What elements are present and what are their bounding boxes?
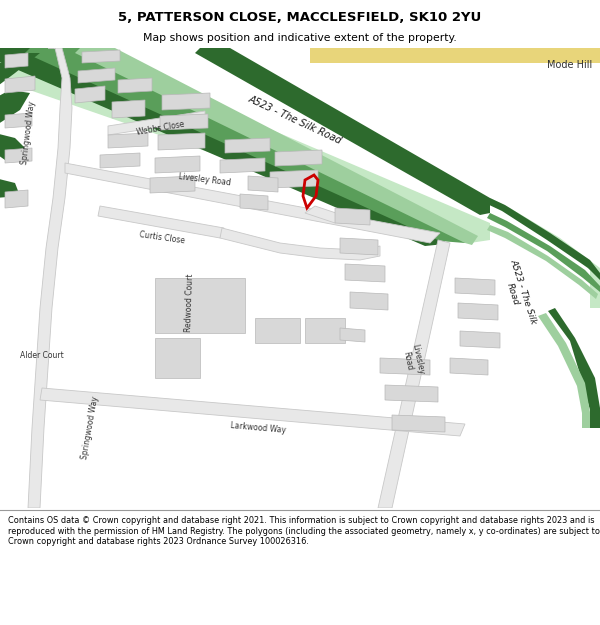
- Polygon shape: [225, 138, 270, 153]
- Text: Curtis Close: Curtis Close: [139, 231, 185, 246]
- Polygon shape: [345, 264, 385, 282]
- Polygon shape: [310, 48, 600, 63]
- Polygon shape: [392, 415, 445, 432]
- Polygon shape: [450, 358, 488, 375]
- Polygon shape: [162, 93, 210, 110]
- Polygon shape: [5, 76, 35, 93]
- Polygon shape: [485, 198, 600, 280]
- Polygon shape: [350, 292, 388, 310]
- Polygon shape: [75, 48, 478, 245]
- Polygon shape: [270, 170, 318, 188]
- Polygon shape: [0, 48, 445, 246]
- Polygon shape: [548, 308, 600, 428]
- Polygon shape: [305, 206, 345, 223]
- Polygon shape: [118, 78, 152, 93]
- Polygon shape: [460, 331, 500, 348]
- Polygon shape: [150, 176, 195, 193]
- Text: Livesley
Road: Livesley Road: [400, 343, 426, 377]
- Text: Contains OS data © Crown copyright and database right 2021. This information is : Contains OS data © Crown copyright and d…: [8, 516, 600, 546]
- Polygon shape: [65, 163, 440, 243]
- Polygon shape: [0, 178, 20, 198]
- Polygon shape: [220, 228, 380, 260]
- Text: Springwood Way: Springwood Way: [20, 101, 37, 165]
- Polygon shape: [28, 48, 72, 508]
- Polygon shape: [25, 48, 470, 243]
- Polygon shape: [335, 208, 370, 225]
- Polygon shape: [108, 133, 148, 148]
- Text: Webbs Close: Webbs Close: [136, 119, 185, 137]
- Text: Map shows position and indicative extent of the property.: Map shows position and indicative extent…: [143, 32, 457, 43]
- Text: Redwood Court: Redwood Court: [184, 274, 196, 332]
- Text: Mode Hill: Mode Hill: [547, 60, 593, 70]
- Text: 5, PATTERSON CLOSE, MACCLESFIELD, SK10 2YU: 5, PATTERSON CLOSE, MACCLESFIELD, SK10 2…: [118, 11, 482, 24]
- Polygon shape: [158, 133, 205, 150]
- Polygon shape: [385, 385, 438, 402]
- Polygon shape: [458, 303, 498, 320]
- Text: Livesley Road: Livesley Road: [178, 173, 232, 188]
- Polygon shape: [248, 176, 278, 192]
- Polygon shape: [378, 240, 450, 508]
- Polygon shape: [305, 318, 345, 343]
- Polygon shape: [487, 213, 600, 292]
- Polygon shape: [5, 53, 28, 68]
- Polygon shape: [155, 156, 200, 173]
- Polygon shape: [160, 114, 208, 130]
- Text: Larkwood Way: Larkwood Way: [230, 421, 286, 435]
- Polygon shape: [0, 48, 20, 56]
- Polygon shape: [5, 113, 32, 128]
- Polygon shape: [108, 111, 205, 135]
- Polygon shape: [75, 86, 105, 103]
- Polygon shape: [275, 150, 322, 166]
- Polygon shape: [98, 206, 224, 238]
- Polygon shape: [240, 194, 268, 210]
- Polygon shape: [78, 68, 115, 83]
- Polygon shape: [0, 90, 30, 126]
- Polygon shape: [112, 100, 145, 118]
- Polygon shape: [0, 53, 40, 88]
- Polygon shape: [0, 133, 25, 160]
- Polygon shape: [255, 318, 300, 343]
- Polygon shape: [538, 313, 590, 428]
- Polygon shape: [82, 50, 120, 63]
- Polygon shape: [220, 158, 265, 173]
- Polygon shape: [380, 358, 430, 375]
- Polygon shape: [100, 153, 140, 168]
- Polygon shape: [5, 148, 32, 163]
- Polygon shape: [0, 48, 490, 243]
- Text: A523 - The Silk
Road: A523 - The Silk Road: [498, 258, 538, 328]
- Polygon shape: [340, 238, 378, 255]
- Polygon shape: [487, 225, 598, 299]
- Text: Springwood Way: Springwood Way: [80, 396, 100, 460]
- Polygon shape: [455, 278, 495, 295]
- Polygon shape: [155, 278, 245, 333]
- Polygon shape: [340, 328, 365, 342]
- Polygon shape: [195, 48, 490, 215]
- Polygon shape: [5, 190, 28, 208]
- Polygon shape: [155, 338, 200, 378]
- Text: Alder Court: Alder Court: [20, 351, 64, 361]
- Text: A523 - The Silk Road: A523 - The Silk Road: [247, 94, 343, 146]
- Polygon shape: [485, 198, 600, 308]
- Polygon shape: [40, 388, 465, 436]
